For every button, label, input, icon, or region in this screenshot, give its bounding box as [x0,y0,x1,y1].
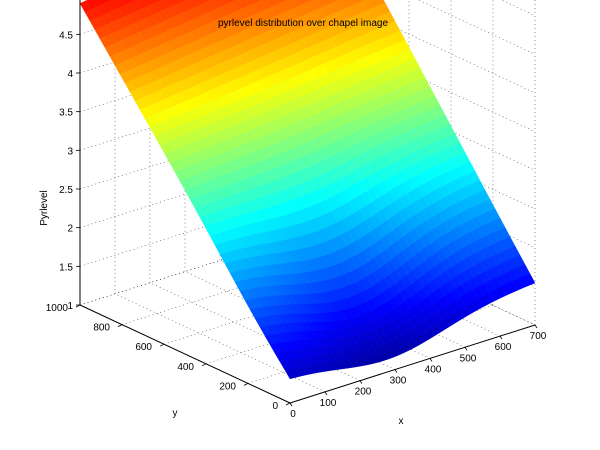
y-axis-line [79,304,291,404]
y-tick-mark-2 [201,363,207,367]
y-tick-label-2: 400 [177,362,194,373]
x-tick-mark-0 [289,402,293,407]
x-tick-label-3: 300 [390,376,407,387]
grid-z-back-1 [79,188,326,267]
z-tick-label-6: 4 [67,69,73,80]
chart-title: pyrlevel distribution over chapel image [218,18,389,29]
z-axis-label: Pyrlevel [39,190,50,226]
y-tick-label-1: 200 [219,381,236,392]
surface-patch-41-0 [523,273,536,286]
z-tick-label-2: 2 [67,224,73,235]
x-axis-label: x [399,416,404,427]
x-tick-mark-1 [324,391,328,396]
x-tick-label-4: 400 [425,364,442,375]
z-tick-label-5: 3.5 [59,108,73,119]
x-tick-label-1: 100 [320,398,337,409]
x-tick-mark-5 [464,347,468,351]
x-tick-mark-3 [394,369,398,373]
x-tick-label-5: 500 [460,353,477,364]
x-tick-mark-6 [499,335,503,340]
y-axis-label: y [173,408,178,419]
z-tick-label-3: 2.5 [59,185,73,196]
label-layer: pyrlevel distribution over chapel image … [39,0,547,427]
x-tick-mark-2 [359,380,363,384]
z-tick-label-0: 1 [67,301,73,312]
y-tick-mark-0 [285,402,291,406]
x-tick-label-6: 600 [495,342,512,353]
x-tick-label-0: 0 [290,409,296,420]
z-tick-label-7: 4.5 [59,30,73,41]
axis-layer [75,0,538,407]
x-tick-label-2: 200 [355,387,372,398]
grid-z-back-0 [79,226,326,306]
x-axis-line [289,324,536,404]
y-tick-mark-4 [117,324,123,327]
y-tick-label-4: 800 [93,323,110,334]
surface-layer [79,0,536,380]
y-tick-mark-3 [159,343,165,347]
z-tick-label-1: 1.5 [59,262,73,273]
y-tick-label-5: 1000 [46,303,69,314]
z-tick-label-8: 5 [67,0,73,3]
y-tick-mark-1 [243,383,249,386]
x-tick-mark-7 [534,324,538,329]
x-tick-mark-4 [429,358,433,362]
z-tick-label-4: 3 [67,146,73,157]
y-tick-label-3: 600 [135,342,152,353]
x-tick-label-7: 700 [530,331,547,342]
y-tick-label-0: 0 [272,401,278,412]
